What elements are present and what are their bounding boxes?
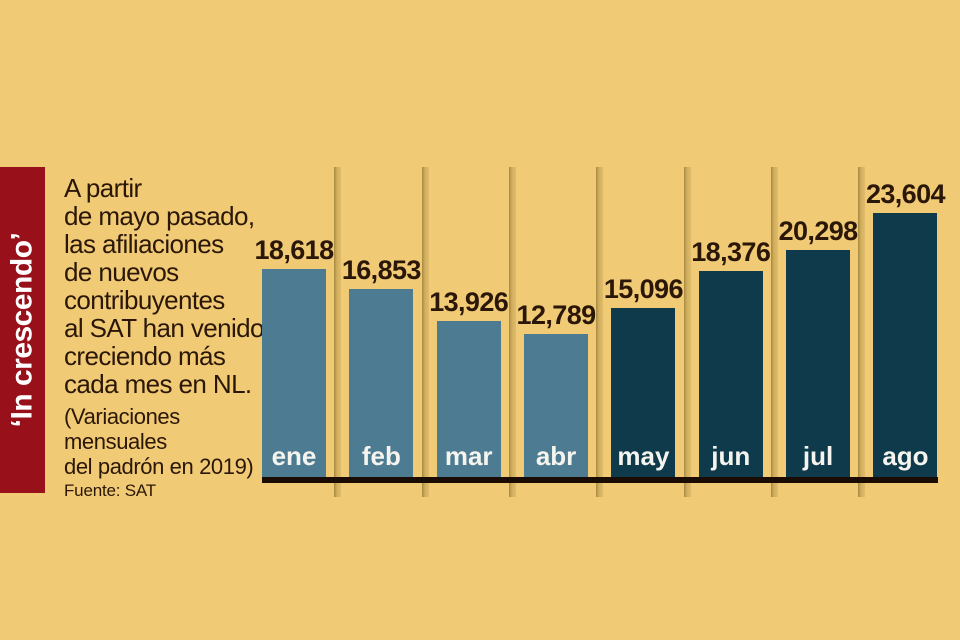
subtitle-line: del padrón en 2019) [64,454,254,479]
bar-month-label: mar [444,441,493,471]
description-block: A partir de mayo pasado, las afiliacione… [64,173,264,500]
chart-divider [421,167,429,497]
subtitle-line: mensuales [64,429,167,454]
chart-subtitle: (Variaciones mensuales del padrón en 201… [64,404,262,479]
title-banner: ‘In crescendo’ [0,167,45,493]
description-line: creciendo más [64,341,226,371]
source-note: Fuente: SAT [64,481,156,500]
bar-value-label: 20,298 [778,216,859,246]
description-line: contribuyentes [64,285,225,315]
chart-divider [771,167,779,497]
bar-month-label: ago [882,441,929,471]
bar-chart: 18,618 ene 16,853 feb 13,926 mar 12,789 abr 15,0… [255,167,946,497]
description-line: las afiliaciones [64,229,224,259]
bar-value-label: 18,618 [254,235,335,265]
description-line: al SAT han venido [64,313,264,343]
bar-value-label: 16,853 [341,255,422,285]
bar-value-label: 15,096 [603,274,684,304]
subtitle-line: (Variaciones [64,404,180,429]
bar-value-label: 23,604 [865,179,946,209]
bar-month-label: abr [535,441,577,471]
bar-ene [262,269,326,477]
bar-mar [436,321,501,477]
description-line: de nuevos [64,257,179,287]
description-line: de mayo pasado, [64,201,255,231]
chart-divider [683,167,691,497]
bar-ago [873,213,938,477]
bar-feb [349,289,414,477]
bar-value-label: 18,376 [691,237,771,267]
bar-month-label: feb [361,441,401,471]
bar-jun [698,271,763,477]
bar-may [611,308,676,477]
bar-month-label: may [617,441,670,471]
bar-jul [786,250,851,477]
bar-month-label: ene [271,441,317,471]
bar-month-label: jul [802,441,834,471]
description-line: A partir [64,173,142,203]
bar-value-label: 12,789 [516,300,597,330]
chart-baseline [262,477,938,483]
page-title: ‘In crescendo’ [5,232,39,428]
chart-divider [858,167,866,497]
chart-divider [596,167,604,497]
bar-abr [524,334,589,477]
description-line: cada mes en NL. [64,369,252,399]
chart-divider [334,167,342,497]
bar-value-label: 13,926 [429,287,509,317]
bar-month-label: jun [711,441,751,471]
chart-divider [509,167,517,497]
